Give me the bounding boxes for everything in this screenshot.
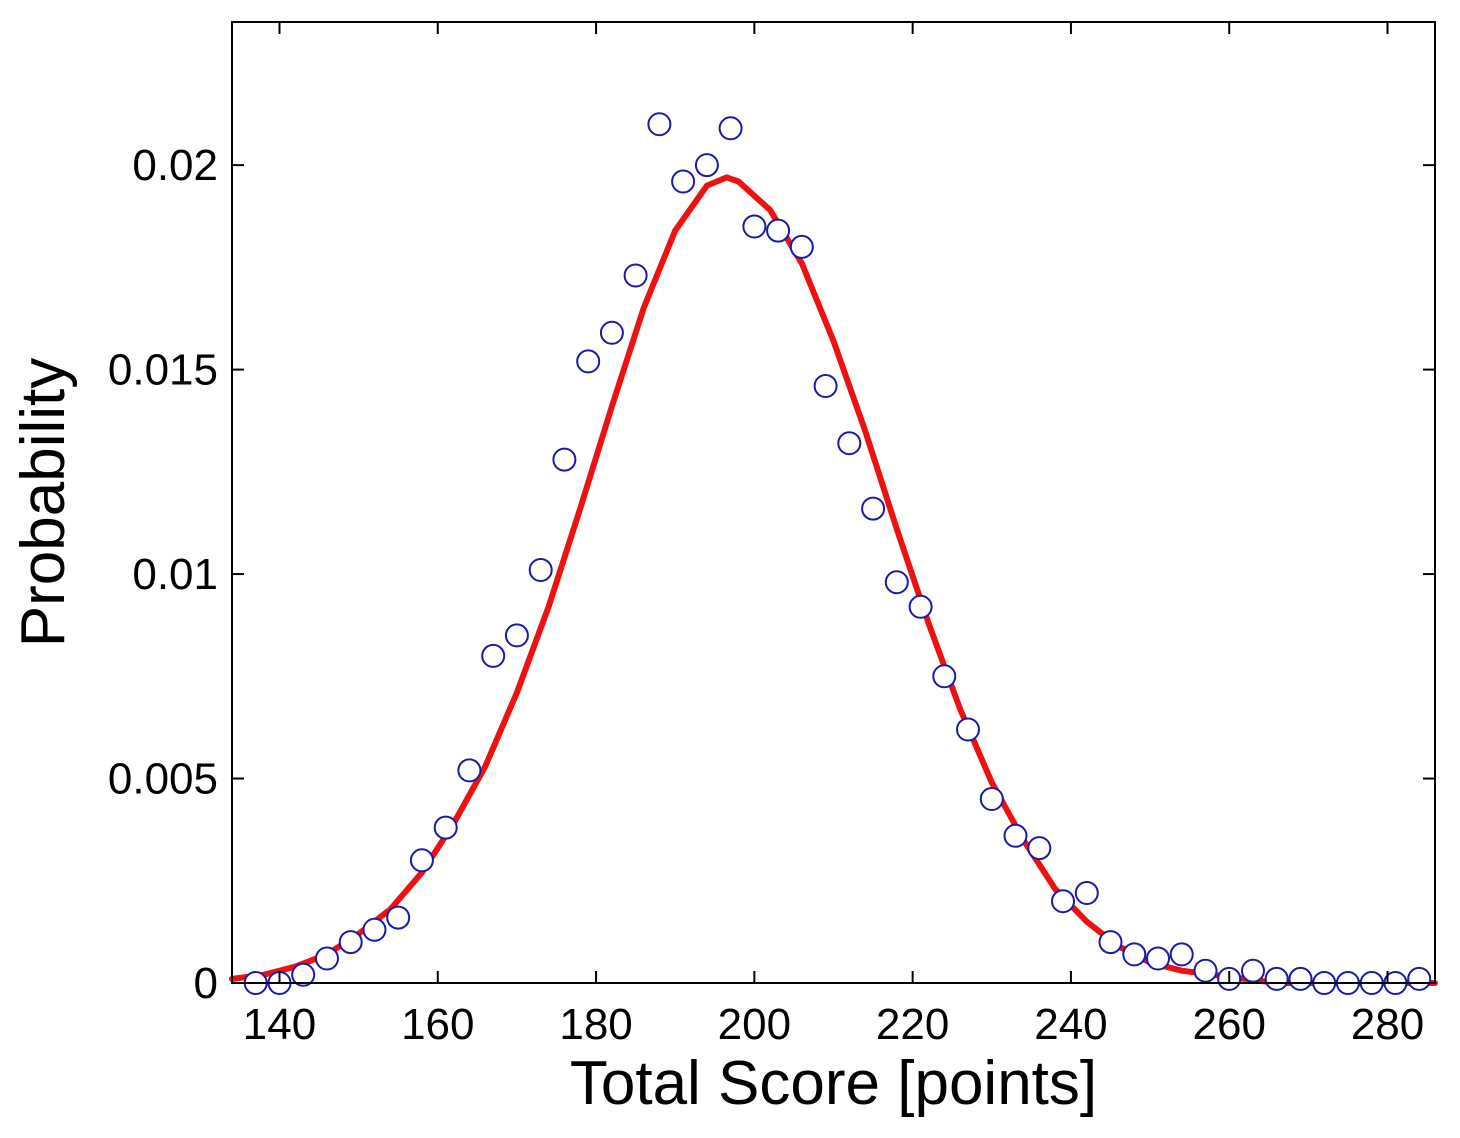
y-tick-label: 0.005 [108,755,218,804]
data-point [789,234,814,259]
data-point [528,558,553,582]
x-tick-label: 260 [1193,1000,1266,1049]
data-point [1264,966,1289,991]
data-point [956,717,980,742]
data-point [884,570,909,595]
data-point [742,214,767,239]
data-point [291,962,316,987]
axes-frame [231,21,1436,984]
data-point [504,623,529,648]
x-axis-title: Total Score [points] [570,1049,1097,1118]
data-point [813,374,838,398]
data-point [861,496,886,521]
data-point [1098,930,1123,955]
data-point [1146,946,1170,971]
x-tick-label: 160 [401,1000,474,1049]
data-point [1169,942,1194,967]
data-point [315,946,339,971]
data-point [1407,966,1432,991]
data-point [409,848,434,873]
data-point [1027,836,1052,861]
data-point [766,218,791,243]
data-point [576,349,601,374]
data-point [1288,966,1313,991]
data-point [1003,823,1028,848]
data-point [623,263,648,288]
data-point [599,320,624,345]
x-axis: 140 160 180 200 220 240 260 280 [243,22,1424,1049]
y-axis-title: Probability [9,358,78,647]
data-point [932,664,957,689]
plot-area [229,112,1438,995]
data-point [979,787,1004,811]
data-point [671,169,696,194]
x-tick-label: 240 [1034,1000,1107,1049]
data-point [647,112,672,137]
data-point [481,643,506,668]
y-tick-label: 0.01 [132,550,218,599]
x-tick-label: 220 [876,1000,949,1049]
y-axis: 0 0.005 0.01 0.015 0.02 [108,141,1435,1008]
data-point [552,447,577,472]
y-tick-label: 0 [194,959,218,1008]
x-tick-label: 280 [1351,1000,1424,1049]
data-point [1241,958,1265,983]
data-point [457,758,482,783]
data-point [837,431,862,456]
x-tick-label: 140 [243,1000,316,1049]
data-point [718,116,743,141]
y-tick-label: 0.02 [132,141,218,190]
x-tick-label: 200 [718,1000,791,1049]
data-point [433,815,458,840]
data-point [694,153,719,178]
x-tick-label: 180 [559,1000,632,1049]
data-point [1074,881,1099,905]
data-point [338,930,363,955]
data-point [908,594,933,619]
data-point [1193,958,1218,983]
data-point [1122,942,1147,967]
data-point [386,905,411,930]
y-tick-label: 0.015 [108,346,218,395]
data-point [1051,889,1075,914]
data-point [362,917,387,942]
